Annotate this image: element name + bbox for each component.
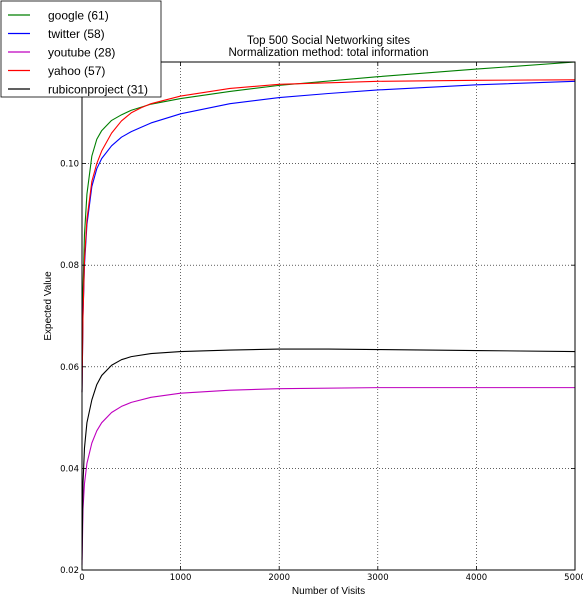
grid-lines	[82, 62, 575, 570]
y-tick-label: 0.04	[60, 464, 79, 474]
series-lines	[81, 61, 576, 565]
legend-label: twitter (58)	[48, 27, 105, 41]
y-tick-label: 0.10	[60, 160, 79, 170]
series-line-3	[81, 79, 576, 393]
legend-label: google (61)	[48, 9, 109, 23]
series-line-1	[81, 80, 576, 393]
plot-frame	[81, 61, 576, 571]
x-tick-label: 0	[79, 573, 84, 583]
legend-entries: google (61) twitter (58) youtube (28) yahoo…	[8, 9, 148, 97]
x-tick-label: 4000	[466, 573, 488, 583]
x-tick-label: 2000	[268, 573, 290, 583]
x-axis-label: Number of Visits	[292, 586, 365, 597]
legend: google (61) twitter (58) youtube (28) yahoo…	[0, 0, 162, 98]
series-line-0	[81, 61, 576, 393]
y-tick-label: 0.06	[60, 363, 79, 373]
series-line-2	[81, 387, 575, 565]
y-axis-label: Expected Value	[43, 271, 54, 341]
x-tick-label: 3000	[367, 573, 389, 583]
x-tick-label: 1000	[170, 573, 192, 583]
y-tick-label: 0.02	[60, 566, 79, 576]
legend-box	[0, 0, 162, 98]
axis-ticks	[81, 61, 576, 571]
chart-subtitle: Normalization method: total information	[228, 47, 428, 59]
legend-label: yahoo (57)	[48, 64, 105, 78]
y-tick-label: 0.08	[60, 261, 79, 271]
chart-title: Top 500 Social Networking sites	[247, 35, 410, 47]
series-line-4	[81, 348, 576, 560]
legend-label: youtube (28)	[48, 46, 115, 60]
legend-label: rubiconproject (31)	[48, 83, 148, 97]
